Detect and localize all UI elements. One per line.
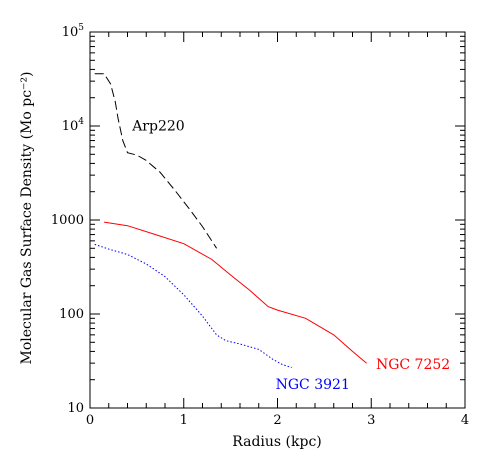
y-tick-label: 1000 <box>51 213 84 228</box>
series-line-ngc-3921 <box>94 243 292 368</box>
series-annotations: Arp220 NGC 7252 NGC 3921 <box>131 118 450 393</box>
x-tick-label: 4 <box>461 413 469 428</box>
axis-tick-labels: 0 1 2 3 4 10 100 1000 104 105 <box>51 23 469 428</box>
x-tick-label: 1 <box>180 413 188 428</box>
x-axis-label: Radius (kpc) <box>232 434 322 450</box>
annotation-ngc-3921: NGC 3921 <box>276 377 350 393</box>
y-tick-label: 105 <box>62 23 85 40</box>
x-tick-label: 2 <box>273 413 281 428</box>
series-line-ngc-7252 <box>104 221 367 364</box>
x-tick-label: 3 <box>367 413 375 428</box>
annotation-ngc-7252: NGC 7252 <box>376 357 450 373</box>
series-group <box>94 73 367 368</box>
plot-frame <box>89 31 466 409</box>
y-axis-label: Molecular Gas Surface Density (Mo pc⁻²) <box>19 71 35 364</box>
y-tick-label: 104 <box>62 117 85 134</box>
axis-ticks <box>89 31 466 409</box>
y-tick-label: 10 <box>67 401 84 416</box>
x-tick-label: 0 <box>86 413 94 428</box>
y-tick-label: 100 <box>59 307 84 322</box>
series-line-arp220 <box>94 73 218 249</box>
annotation-arp220: Arp220 <box>131 118 185 134</box>
